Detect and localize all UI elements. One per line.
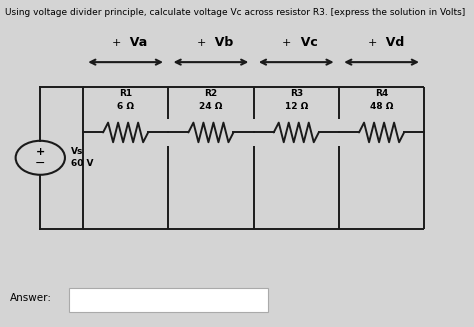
Text: Vb: Vb	[206, 36, 233, 49]
Text: +: +	[197, 38, 206, 47]
Text: 6 Ω: 6 Ω	[117, 102, 134, 111]
Text: +: +	[367, 38, 377, 47]
Text: Vd: Vd	[377, 36, 404, 49]
Text: Vc: Vc	[292, 36, 317, 49]
Text: Using voltage divider principle, calculate voltage Vc across resistor R3. [expre: Using voltage divider principle, calcula…	[5, 8, 465, 17]
Text: R1: R1	[119, 89, 132, 98]
Text: 48 Ω: 48 Ω	[370, 102, 393, 111]
Text: 60 V: 60 V	[71, 159, 93, 168]
Text: Va: Va	[121, 36, 147, 49]
Text: R4: R4	[375, 89, 388, 98]
Text: Vs: Vs	[71, 147, 83, 156]
Text: R3: R3	[290, 89, 303, 98]
Text: +: +	[282, 38, 292, 47]
Text: 12 Ω: 12 Ω	[284, 102, 308, 111]
Text: Answer:: Answer:	[9, 293, 52, 302]
Text: R2: R2	[204, 89, 218, 98]
FancyBboxPatch shape	[69, 288, 268, 312]
Text: +: +	[111, 38, 121, 47]
Text: 24 Ω: 24 Ω	[199, 102, 223, 111]
Text: +: +	[36, 147, 45, 157]
Text: −: −	[35, 157, 46, 170]
